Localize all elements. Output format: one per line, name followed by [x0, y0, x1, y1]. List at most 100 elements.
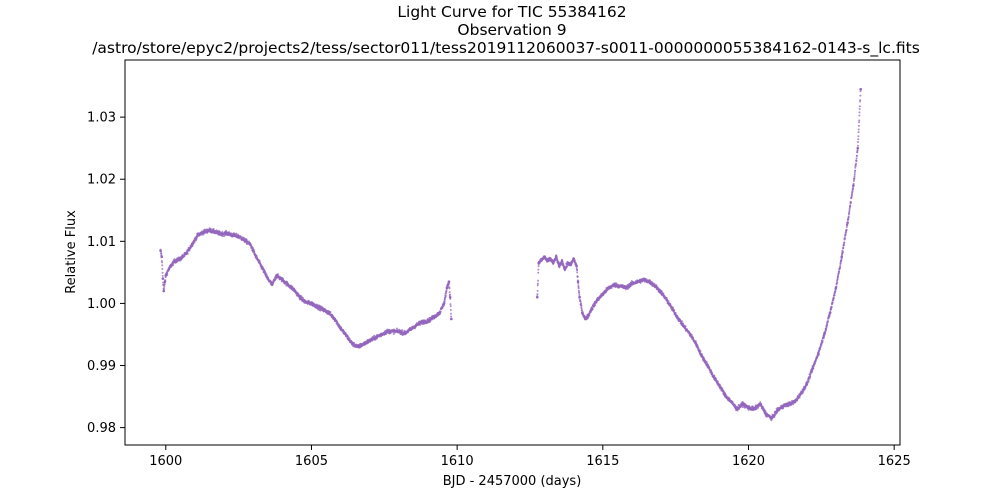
scatter-point [448, 293, 451, 296]
scatter-point [446, 286, 449, 289]
scatter-point [814, 362, 817, 365]
scatter-point [579, 300, 582, 303]
scatter-point [857, 135, 860, 138]
y-axis-ticks: 0.98 0.99 1.00 1.01 1.02 1.03 [87, 111, 125, 436]
scatter-points [159, 87, 862, 422]
scatter-point [444, 294, 447, 297]
scatter-point [837, 275, 840, 278]
scatter-point [684, 325, 687, 328]
scatter-point [759, 401, 762, 404]
x-tick-label: 1610 [441, 454, 474, 469]
scatter-point [282, 277, 285, 280]
scatter-point [439, 310, 442, 313]
x-axis-label: BJD - 2457000 (days) [443, 474, 582, 489]
scatter-point [591, 308, 594, 311]
scatter-point [161, 274, 164, 277]
chart-file-path: /astro/store/epyc2/projects2/tess/sector… [92, 39, 920, 58]
y-tick-label: 1.02 [87, 173, 116, 188]
scatter-point [166, 273, 169, 276]
scatter-point [811, 370, 814, 373]
scatter-point [829, 311, 832, 314]
scatter-point [856, 144, 859, 147]
scatter-point [419, 323, 422, 326]
scatter-point [713, 374, 716, 377]
scatter-point [839, 262, 842, 265]
scatter-point [858, 114, 861, 117]
scatter-point [160, 254, 163, 257]
scatter-point [188, 248, 191, 251]
scatter-point [796, 399, 799, 402]
scatter-point [857, 131, 860, 134]
scatter-point [857, 140, 860, 143]
x-tick-label: 1615 [586, 454, 619, 469]
scatter-point [566, 265, 569, 268]
scatter-point [699, 350, 702, 353]
scatter-point [781, 407, 784, 410]
x-tick-label: 1605 [295, 454, 328, 469]
scatter-point [852, 187, 855, 190]
y-tick-label: 1.00 [87, 297, 116, 312]
scatter-point [577, 280, 580, 283]
scatter-point [580, 307, 583, 310]
scatter-point [195, 239, 198, 242]
scatter-point [840, 257, 843, 260]
scatter-point [351, 340, 354, 343]
scatter-point [858, 105, 861, 108]
scatter-point [856, 148, 859, 151]
scatter-point [315, 303, 318, 306]
scatter-point [163, 287, 166, 290]
scatter-point [576, 271, 579, 274]
scatter-point [682, 323, 685, 326]
scatter-point [853, 177, 856, 180]
scatter-point [858, 119, 861, 122]
scatter-point [610, 286, 613, 289]
scatter-point [858, 111, 861, 114]
scatter-point [854, 162, 857, 165]
scatter-point [344, 332, 347, 335]
scatter-point [817, 353, 820, 356]
scatter-point [352, 342, 355, 345]
scatter-point [448, 287, 451, 290]
scatter-point [260, 264, 263, 267]
scatter-point [848, 212, 851, 215]
scatter-point [854, 169, 857, 172]
scatter-point [857, 128, 860, 131]
scatter-point [858, 108, 861, 111]
scatter-point [537, 271, 540, 274]
scatter-point [448, 282, 451, 285]
scatter-point [826, 320, 829, 323]
scatter-point [847, 213, 850, 216]
scatter-point [770, 419, 773, 422]
scatter-point [660, 290, 663, 293]
y-tick-label: 1.03 [87, 111, 116, 126]
scatter-point [594, 304, 597, 307]
scatter-point [160, 256, 163, 259]
scatter-point [857, 138, 860, 141]
scatter-point [840, 259, 843, 262]
scatter-point [844, 231, 847, 234]
scatter-point [859, 99, 862, 102]
scatter-point [853, 173, 856, 176]
scatter-point [536, 284, 539, 287]
scatter-point [855, 154, 858, 157]
scatter-point [828, 314, 831, 317]
scatter-point [859, 90, 862, 93]
scatter-point [450, 315, 453, 318]
scatter-point [340, 326, 343, 329]
scatter-point [843, 237, 846, 240]
scatter-point [819, 348, 822, 351]
scatter-point [845, 228, 848, 231]
plot-frame [124, 59, 901, 446]
scatter-point [849, 204, 852, 207]
scatter-point [575, 263, 578, 266]
x-tick-label: 1625 [878, 454, 911, 469]
scatter-point [755, 407, 758, 410]
scatter-point [662, 292, 665, 295]
scatter-point [811, 368, 814, 371]
scatter-point [401, 329, 404, 332]
scatter-point [442, 304, 445, 307]
scatter-point [537, 279, 540, 282]
scatter-point [674, 312, 677, 315]
scatter-point [242, 236, 245, 239]
